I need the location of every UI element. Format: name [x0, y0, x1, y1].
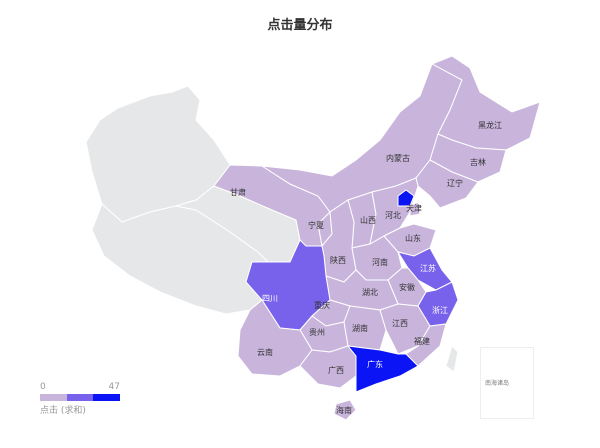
inset-label: 南海诸岛	[485, 380, 510, 387]
province-label: 云南	[257, 347, 273, 357]
legend-name: 点击 (求和)	[40, 406, 86, 416]
province-label: 江西	[392, 319, 408, 328]
legend-min: 0	[40, 382, 46, 392]
province-11[interactable]	[397, 189, 415, 207]
province-label: 河南	[372, 257, 388, 267]
province-label: 宁夏	[308, 220, 324, 230]
legend-max: 47	[108, 382, 120, 392]
province-label: 陕西	[330, 255, 346, 265]
province-label: 甘肃	[230, 187, 246, 197]
chart-title: 点击量分布	[267, 18, 333, 33]
province-label: 江苏	[420, 263, 436, 273]
legend-segment-mid[interactable]	[66, 394, 94, 401]
province-label: 山西	[360, 215, 376, 225]
legend-segment-high[interactable]	[93, 394, 121, 401]
province-label: 黑龙江	[478, 120, 502, 130]
province-label: 湖北	[362, 288, 378, 297]
province-label: 浙江	[432, 305, 448, 315]
province-28[interactable]	[346, 345, 419, 393]
province-12[interactable]	[409, 201, 421, 217]
province-label: 广西	[328, 365, 344, 375]
province-label: 辽宁	[447, 178, 463, 188]
province-label: 四川	[262, 294, 278, 303]
province-label: 河北	[385, 210, 401, 220]
province-label: 吉林	[470, 157, 486, 167]
province-label: 天津	[406, 203, 422, 213]
province-label: 海南	[336, 405, 352, 415]
visual-map-legend[interactable]: 0 47 点击 (求和)	[40, 382, 121, 416]
south-china-sea-inset: 南海诸岛	[480, 347, 534, 419]
province-5[interactable]	[430, 55, 541, 151]
province-label: 安徽	[399, 282, 415, 292]
province-30[interactable]	[445, 345, 459, 373]
province-label: 广东	[367, 359, 383, 369]
province-29[interactable]	[333, 399, 357, 421]
province-label: 贵州	[309, 327, 325, 337]
legend-segment-low[interactable]	[40, 394, 67, 401]
province-label: 福建	[414, 336, 430, 346]
province-label: 重庆	[314, 300, 330, 310]
province-label: 内蒙古	[386, 153, 410, 163]
province-label: 山东	[405, 233, 421, 243]
province-label: 湖南	[352, 323, 368, 333]
